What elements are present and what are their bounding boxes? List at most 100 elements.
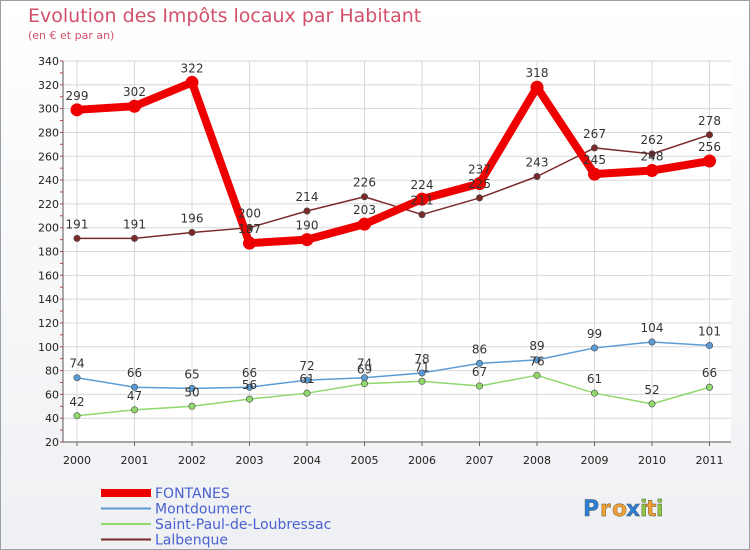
data-label: 104 bbox=[641, 321, 664, 335]
chart-subtitle: (en € et par an) bbox=[28, 29, 115, 42]
data-point bbox=[703, 154, 716, 168]
data-label: 262 bbox=[641, 133, 664, 147]
data-point bbox=[303, 376, 311, 384]
legend-label: Saint-Paul-de-Loubressac bbox=[155, 517, 331, 533]
data-label: 89 bbox=[529, 339, 544, 353]
legend-label: Lalbenque bbox=[155, 533, 228, 549]
y-tick-label: 200 bbox=[38, 222, 59, 235]
data-label: 86 bbox=[472, 342, 487, 356]
series-line-montdoumerc bbox=[76, 341, 711, 390]
data-point bbox=[128, 99, 141, 113]
data-label: 211 bbox=[411, 194, 434, 208]
data-label: 56 bbox=[242, 378, 257, 392]
data-label: 278 bbox=[698, 114, 721, 128]
data-point bbox=[705, 383, 713, 391]
data-label: 318 bbox=[526, 66, 549, 80]
data-label: 267 bbox=[583, 127, 606, 141]
legend-label: Montdoumerc bbox=[155, 502, 252, 518]
y-tick-label: 260 bbox=[38, 150, 59, 163]
y-tick-label: 320 bbox=[38, 79, 59, 92]
data-label-layer: 299 302 322 187 190 203 224 237 318 245 248 256 74 66… bbox=[66, 61, 721, 408]
data-point bbox=[475, 359, 483, 367]
data-point bbox=[73, 374, 81, 382]
x-tick-label: 2008 bbox=[523, 454, 551, 467]
data-point bbox=[131, 383, 139, 391]
data-label: 66 bbox=[242, 366, 257, 380]
logo-letter: P bbox=[583, 497, 599, 522]
data-point bbox=[360, 380, 368, 388]
data-point bbox=[648, 150, 656, 158]
data-label: 47 bbox=[127, 389, 142, 403]
data-point bbox=[473, 177, 486, 191]
data-label: 243 bbox=[526, 155, 549, 169]
y-tick-label: 100 bbox=[38, 341, 59, 354]
x-tick-label: 2001 bbox=[121, 454, 149, 467]
data-point bbox=[418, 369, 426, 377]
data-label: 99 bbox=[587, 327, 602, 341]
data-label: 224 bbox=[411, 178, 434, 192]
data-point bbox=[590, 344, 598, 352]
x-tick-label: 2003 bbox=[236, 454, 264, 467]
data-point bbox=[590, 389, 598, 397]
data-point bbox=[188, 384, 196, 392]
data-point bbox=[415, 192, 429, 206]
y-tick-label: 180 bbox=[38, 246, 59, 259]
data-label: 225 bbox=[468, 177, 491, 191]
data-label: 237 bbox=[468, 163, 491, 177]
data-label: 50 bbox=[184, 385, 199, 399]
data-label: 226 bbox=[353, 176, 376, 190]
x-tick-label: 2010 bbox=[638, 454, 666, 467]
data-point bbox=[648, 338, 656, 346]
data-label: 302 bbox=[123, 85, 146, 99]
data-label: 191 bbox=[66, 217, 89, 231]
data-point bbox=[533, 371, 541, 379]
data-point bbox=[246, 383, 254, 391]
data-point bbox=[418, 377, 426, 385]
data-label: 69 bbox=[357, 363, 372, 377]
data-label: 74 bbox=[357, 357, 372, 371]
data-label: 299 bbox=[66, 89, 89, 103]
data-point bbox=[530, 80, 544, 94]
y-tick-label: 300 bbox=[38, 103, 59, 116]
data-label: 76 bbox=[529, 354, 544, 368]
y-tick-label: 280 bbox=[38, 126, 59, 139]
data-label: 61 bbox=[299, 372, 314, 386]
y-tick-label: 40 bbox=[45, 412, 59, 425]
data-point bbox=[645, 164, 659, 178]
y-tick-label: 160 bbox=[38, 269, 59, 282]
y-tick-label: 80 bbox=[45, 365, 59, 378]
data-label: 191 bbox=[123, 217, 146, 231]
series-layer bbox=[70, 75, 716, 420]
data-label: 71 bbox=[414, 360, 429, 374]
logo-letter: x bbox=[626, 497, 640, 522]
data-label: 65 bbox=[184, 367, 199, 381]
data-point bbox=[300, 233, 314, 247]
x-tick-label: 2011 bbox=[696, 454, 724, 467]
data-point bbox=[243, 236, 256, 250]
x-tick-label: 2007 bbox=[466, 454, 494, 467]
legend: FONTANESMontdoumercSaint-Paul-de-Loubres… bbox=[101, 486, 331, 549]
data-point bbox=[188, 402, 196, 410]
data-label: 52 bbox=[644, 383, 659, 397]
series-line-fontanes bbox=[73, 78, 714, 248]
data-point bbox=[185, 75, 199, 89]
data-point bbox=[73, 234, 81, 242]
data-point bbox=[70, 103, 84, 117]
data-label: 248 bbox=[641, 150, 664, 164]
data-label: 190 bbox=[296, 219, 319, 233]
data-label: 187 bbox=[238, 222, 261, 236]
y-tick-label: 120 bbox=[38, 317, 59, 330]
data-label: 101 bbox=[698, 325, 721, 339]
data-point bbox=[705, 131, 713, 139]
logo-letter: o bbox=[612, 497, 627, 522]
data-label: 245 bbox=[583, 153, 606, 167]
data-point bbox=[533, 356, 541, 364]
data-label: 66 bbox=[127, 366, 142, 380]
data-point bbox=[475, 382, 483, 390]
y-tick-label: 140 bbox=[38, 293, 59, 306]
series-line-saint-paul-de-loubressac bbox=[76, 374, 711, 417]
data-label: 42 bbox=[69, 395, 84, 409]
legend-label: FONTANES bbox=[155, 486, 230, 502]
